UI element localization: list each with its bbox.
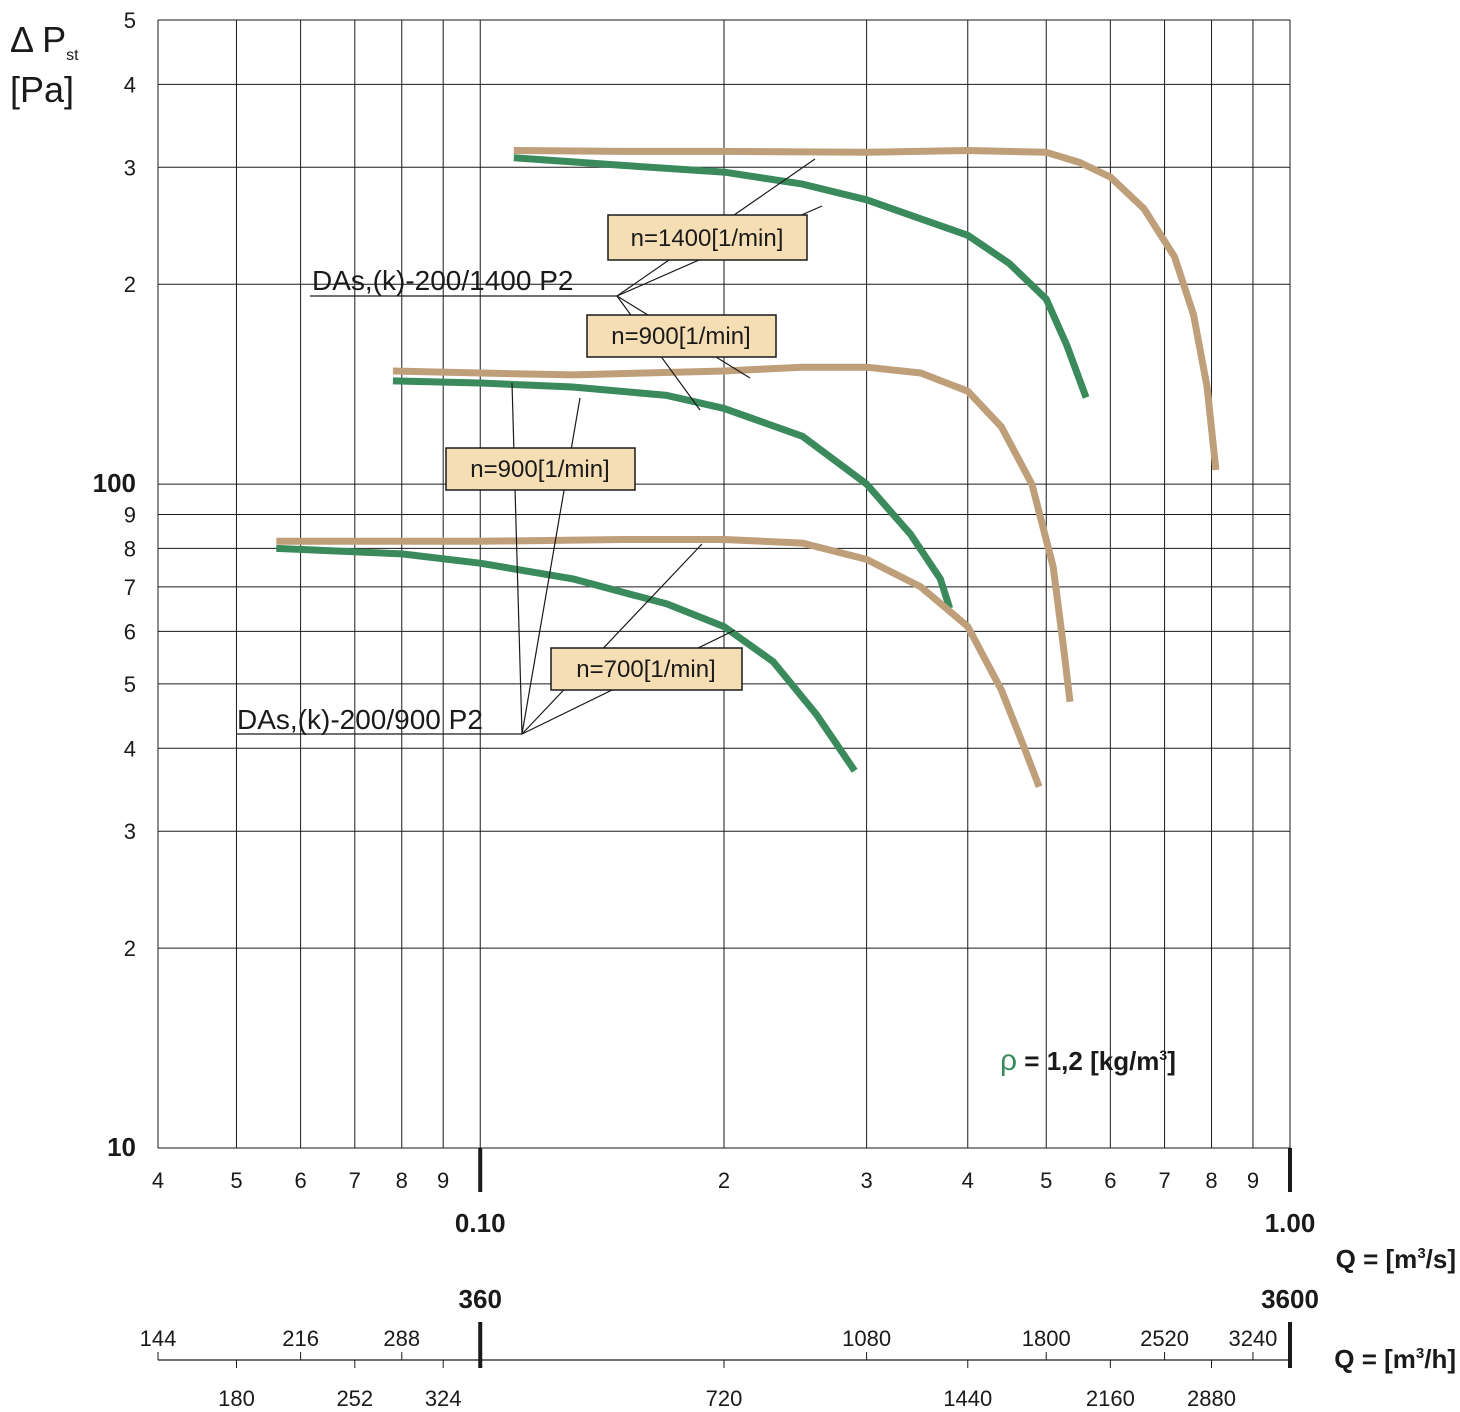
speed-box-700	[550, 647, 743, 691]
x-tick-label-0.9: 9	[1247, 1168, 1259, 1193]
x2-lower-tick-label-2160: 2160	[1086, 1386, 1135, 1411]
x2-lower-tick-label-1440: 1440	[943, 1386, 992, 1411]
x-tick-label-0.7: 7	[1158, 1168, 1170, 1193]
y-axis-symbol: Δ P	[10, 19, 66, 60]
series-curve-0	[513, 147, 1220, 471]
x-tick-label-0.8: 8	[1205, 1168, 1217, 1193]
curves	[276, 147, 1220, 789]
x2-upper-tick-label-2520: 2520	[1140, 1326, 1189, 1351]
x2-lower-tick-label-720: 720	[706, 1386, 743, 1411]
x2-upper-tick-label-288: 288	[383, 1326, 420, 1351]
leader-line-6	[521, 543, 703, 735]
speed-box-900-upper-text: n=900[1/min]	[611, 323, 750, 350]
x-tick-label-0.07: 7	[349, 1168, 361, 1193]
model-label-1400: DAs,(k)-200/1400 P2	[312, 265, 573, 296]
y-axis-unit: [Pa]	[10, 69, 74, 110]
series-curve-3	[392, 377, 954, 610]
x-tick-label-0.5: 5	[1040, 1168, 1052, 1193]
leader-line-4	[511, 382, 523, 735]
x-tick-label-0.2: 2	[718, 1168, 730, 1193]
annotation-labels: DAs,(k)-200/1400 P2 DAs,(k)-200/900 P2 n…	[237, 214, 808, 735]
x-axis-label: Q = [m3/s]	[1336, 1244, 1456, 1274]
density-symbol: ρ	[1000, 1044, 1017, 1077]
y-tick-label-300: 3	[124, 155, 136, 180]
x-decade-label-0.1: 0.10	[455, 1208, 506, 1238]
series-curve-4	[276, 536, 1043, 789]
speed-box-900-lower	[445, 447, 636, 491]
x2-upper-tick-label-1080: 1080	[842, 1326, 891, 1351]
x-tick-label-0.08: 8	[396, 1168, 408, 1193]
grid	[157, 19, 1292, 1368]
series-curve-1	[513, 154, 1090, 399]
y-tick-label-100: 100	[93, 468, 136, 498]
y-tick-label-20: 2	[124, 936, 136, 961]
speed-box-900-lower-text: n=900[1/min]	[470, 456, 609, 483]
x2-lower-tick-label-180: 180	[218, 1386, 255, 1411]
y-tick-label-200: 2	[124, 272, 136, 297]
x2-decade-label-0.1: 360	[459, 1284, 502, 1314]
x-tick-label-0.04: 4	[152, 1168, 164, 1193]
x-tick-label-0.06: 6	[294, 1168, 306, 1193]
y-tick-label-40: 4	[124, 736, 136, 761]
y-tick-label-90: 9	[124, 502, 136, 527]
x-tick-label-0.3: 3	[860, 1168, 872, 1193]
series-curve-5	[276, 544, 858, 773]
x2-upper-tick-label-1800: 1800	[1022, 1326, 1071, 1351]
y-tick-label-50: 5	[124, 672, 136, 697]
x2-upper-tick-label-3240: 3240	[1228, 1326, 1277, 1351]
x-tick-label-0.4: 4	[962, 1168, 974, 1193]
series-curve-2	[392, 363, 1074, 703]
y-tick-label-60: 6	[124, 619, 136, 644]
x2-upper-tick-label-144: 144	[140, 1326, 177, 1351]
x-tick-label-0.6: 6	[1104, 1168, 1116, 1193]
y-tick-label-500: 5	[124, 8, 136, 33]
y-axis-subscript: st	[66, 47, 79, 64]
speed-box-700-text: n=700[1/min]	[576, 656, 715, 683]
y-axis-label: Δ Pst	[10, 19, 79, 64]
x-decade-label-1: 1.00	[1265, 1208, 1316, 1238]
density-note: ρ = 1,2 [kg/m3]	[1000, 1044, 1176, 1077]
x2-decade-label-1: 3600	[1261, 1284, 1319, 1314]
x2-lower-tick-label-2880: 2880	[1187, 1386, 1236, 1411]
x2-axis-label: Q = [m3/h]	[1334, 1344, 1456, 1374]
model-label-900: DAs,(k)-200/900 P2	[237, 704, 483, 735]
axis-titles: Δ Pst [Pa] Q = [m3/s] Q = [m3/h] ρ = 1,2…	[10, 19, 1456, 1374]
y-tick-label-400: 4	[124, 72, 136, 97]
y-tick-label-30: 3	[124, 819, 136, 844]
speed-box-1400-text: n=1400[1/min]	[631, 225, 784, 252]
x2-upper-tick-label-216: 216	[282, 1326, 319, 1351]
y-tick-label-70: 7	[124, 575, 136, 600]
x2-lower-tick-label-252: 252	[336, 1386, 373, 1411]
speed-box-900-upper	[586, 314, 777, 358]
x2-lower-tick-label-324: 324	[425, 1386, 462, 1411]
speed-box-1400	[607, 214, 808, 261]
x-tick-label-0.09: 9	[437, 1168, 449, 1193]
y-tick-label-10: 10	[107, 1132, 136, 1162]
x-tick-label-0.05: 5	[230, 1168, 242, 1193]
y-tick-label-80: 8	[124, 536, 136, 561]
